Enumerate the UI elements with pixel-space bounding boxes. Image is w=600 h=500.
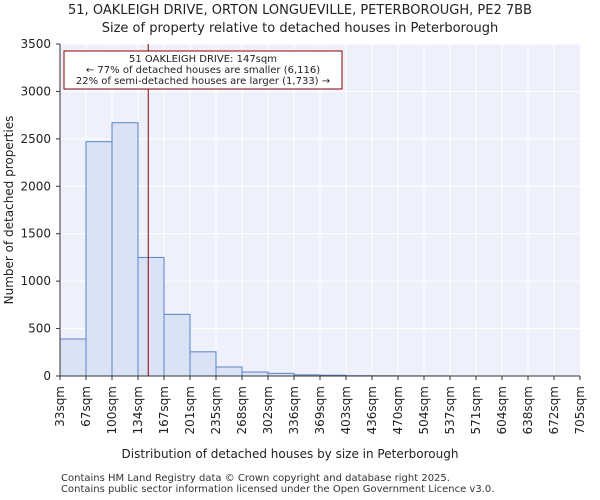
x-tick-label: 336sqm (287, 386, 301, 434)
annotation-box: 51 OAKLEIGH DRIVE: 147sqm ← 77% of detac… (63, 50, 343, 90)
annotation-line-2: ← 77% of detached houses are smaller (6,… (86, 65, 320, 76)
histogram-bar (85, 141, 113, 377)
x-tick-label: 571sqm (469, 386, 483, 434)
footer-line-1: Contains HM Land Registry data © Crown c… (61, 473, 450, 484)
y-axis-label: Number of detached properties (2, 116, 16, 305)
x-axis-label: Distribution of detached houses by size … (122, 447, 459, 461)
y-tick-label: 1000 (20, 274, 51, 288)
x-tick-label: 403sqm (339, 386, 353, 434)
histogram-bar (241, 371, 269, 377)
y-tick-label: 500 (28, 322, 51, 336)
x-tick-label: 302sqm (261, 386, 275, 434)
bars (59, 122, 451, 377)
y-ticks: 0 500 1000 1500 2000 2500 3000 3500 (20, 37, 60, 383)
x-tick-label: 167sqm (157, 386, 171, 434)
histogram-bar (137, 256, 165, 377)
annotation-line-1: 51 OAKLEIGH DRIVE: 147sqm (129, 54, 277, 65)
y-tick-label: 0 (43, 369, 51, 383)
x-tick-label: 436sqm (365, 386, 379, 434)
footer: Contains HM Land Registry data © Crown c… (61, 473, 494, 495)
histogram-bar (163, 313, 191, 377)
annotation-border (63, 50, 343, 90)
x-tick-label: 369sqm (313, 386, 327, 434)
x-tick-label: 201sqm (183, 386, 197, 434)
x-tick-label: 537sqm (443, 386, 457, 434)
y-tick-label: 2500 (20, 132, 51, 146)
chart-title: 51, OAKLEIGH DRIVE, ORTON LONGUEVILLE, P… (68, 3, 532, 18)
x-ticks: 33sqm 67sqm 100sqm 134sqm 167sqm 201sqm 235sqm… (53, 376, 587, 434)
x-tick-label: 235sqm (209, 386, 223, 434)
y-tick-label: 2000 (20, 179, 51, 193)
x-tick-label: 638sqm (521, 386, 535, 434)
x-tick-label: 705sqm (573, 386, 587, 434)
x-tick-label: 470sqm (391, 386, 405, 434)
histogram-bar (111, 122, 139, 377)
histogram-bar (189, 351, 217, 377)
histogram-bar (59, 338, 87, 377)
y-tick-label: 3500 (20, 37, 51, 51)
y-tick-label: 3000 (20, 84, 51, 98)
y-tick-label: 1500 (20, 227, 51, 241)
footer-line-2: Contains public sector information licen… (61, 484, 495, 495)
histogram-bar (215, 366, 243, 377)
x-tick-label: 672sqm (547, 386, 561, 434)
x-tick-label: 504sqm (417, 386, 431, 434)
x-tick-label: 67sqm (79, 386, 93, 427)
x-tick-label: 268sqm (235, 386, 249, 434)
chart-subtitle: Size of property relative to detached ho… (101, 21, 499, 36)
chart-title-block: 51, OAKLEIGH DRIVE, ORTON LONGUEVILLE, P… (0, 2, 600, 38)
x-tick-label: 604sqm (495, 386, 509, 434)
x-tick-label: 134sqm (131, 386, 145, 434)
x-tick-label: 33sqm (53, 386, 67, 427)
x-tick-label: 100sqm (105, 386, 119, 434)
annotation-line-3: 22% of semi-detached houses are larger (… (76, 76, 330, 87)
